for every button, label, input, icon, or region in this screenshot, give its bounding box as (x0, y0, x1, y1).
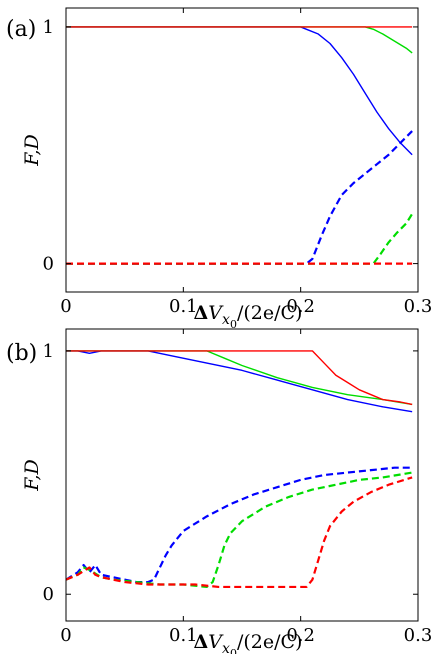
chart-panel-a: 0 0.1 0.2 0.3 0 1 F,D ΔVx0/(2e/C) (a) (6, 7, 433, 331)
x-tick-label: 0.3 (404, 625, 433, 646)
x-tick-label: 0.2 (286, 625, 315, 646)
y-axis-title: F,D (21, 459, 43, 492)
series-line-1-solid (66, 26, 413, 54)
x-tick-label: 0.2 (286, 296, 315, 317)
series-line-5-dashed (65, 476, 413, 589)
series-line-4-dashed (66, 213, 414, 265)
plot-frame (65, 328, 419, 622)
series-line-3-dashed (66, 130, 413, 265)
x-tick-label: 0 (60, 296, 71, 317)
x-tick-label: 0.3 (404, 296, 433, 317)
series-group (65, 350, 413, 589)
plot-frame (65, 7, 419, 293)
x-tick-label: 0 (60, 625, 71, 646)
x-axis-title: ΔVx0/(2e/C) (194, 302, 303, 331)
series-line-0-solid (66, 26, 413, 156)
panel-label: (b) (6, 341, 37, 366)
chart-panel-b: 0 0.1 0.2 0.3 0 1 F,D ΔVx0/(2e/C) (b) (6, 328, 433, 654)
series-line-2-solid (66, 350, 413, 406)
x-tick-label: 0.1 (169, 625, 198, 646)
y-tick-label: 1 (43, 17, 54, 38)
series-line-0-solid (66, 350, 413, 413)
y-axis-title: F,D (21, 134, 43, 167)
series-line-4-dashed (65, 471, 413, 589)
x-tick-label: 0.1 (169, 296, 198, 317)
y-tick-label: 1 (43, 341, 54, 362)
y-tick-label: 0 (43, 254, 54, 275)
x-axis-title: ΔVx0/(2e/C) (194, 631, 303, 654)
series-group (66, 26, 414, 265)
series-line-3-dashed (65, 466, 413, 584)
series-line-1-solid (66, 350, 413, 406)
panel-label: (a) (6, 17, 36, 42)
y-tick-label: 0 (43, 584, 54, 605)
